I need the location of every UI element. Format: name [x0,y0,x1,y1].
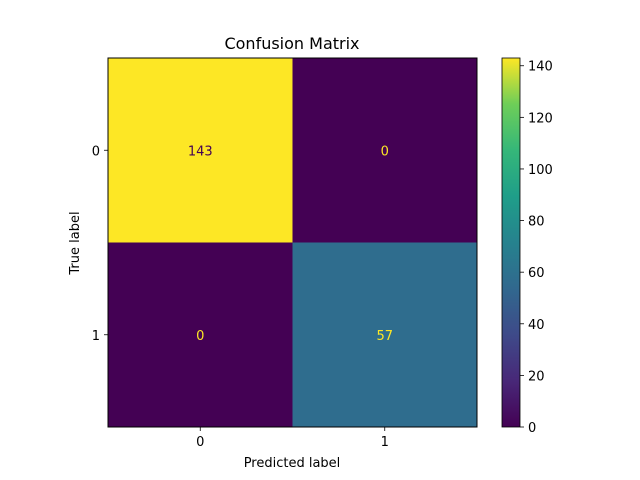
cell-value-label: 57 [376,329,393,344]
heatmap-cell-0-1 [292,58,477,243]
cell-value-label: 0 [196,329,204,344]
colorbar [501,57,521,428]
colorbar-tick-label: 100 [528,163,553,178]
colorbar-tick-label: 140 [528,60,553,75]
y-axis-label: True label [68,211,83,275]
colorbar-tick-label: 60 [528,266,545,281]
colorbar-tick-label: 40 [528,318,545,333]
colorbar-tick-label: 80 [528,215,545,230]
cell-value-label: 0 [381,144,389,159]
x-tick-label: 0 [196,435,204,450]
colorbar-tick-label: 120 [528,111,553,126]
chart-title: Confusion Matrix [224,34,359,53]
heatmap-cell-labels: 143 0 0 57 [188,144,393,344]
heatmap-cell-1-0 [108,242,293,427]
y-tick-label: 1 [92,329,100,344]
colorbar-tick-label: 20 [528,369,545,384]
heatmap-cell-1-1 [292,242,477,427]
plot-frame [107,57,478,428]
x-tick-label: 1 [381,435,389,450]
colorbar-tick-label: 0 [528,421,536,436]
heatmap-cell-0-0 [108,58,293,243]
cell-value-label: 143 [188,144,213,159]
y-axis-ticks: 01 [92,144,108,344]
y-tick-label: 0 [92,144,100,159]
colorbar-ticks: 0 20 40 60 80 100 120 140 [520,60,553,436]
heatmap-cells [108,58,477,427]
x-axis-label: Predicted label [244,456,341,471]
